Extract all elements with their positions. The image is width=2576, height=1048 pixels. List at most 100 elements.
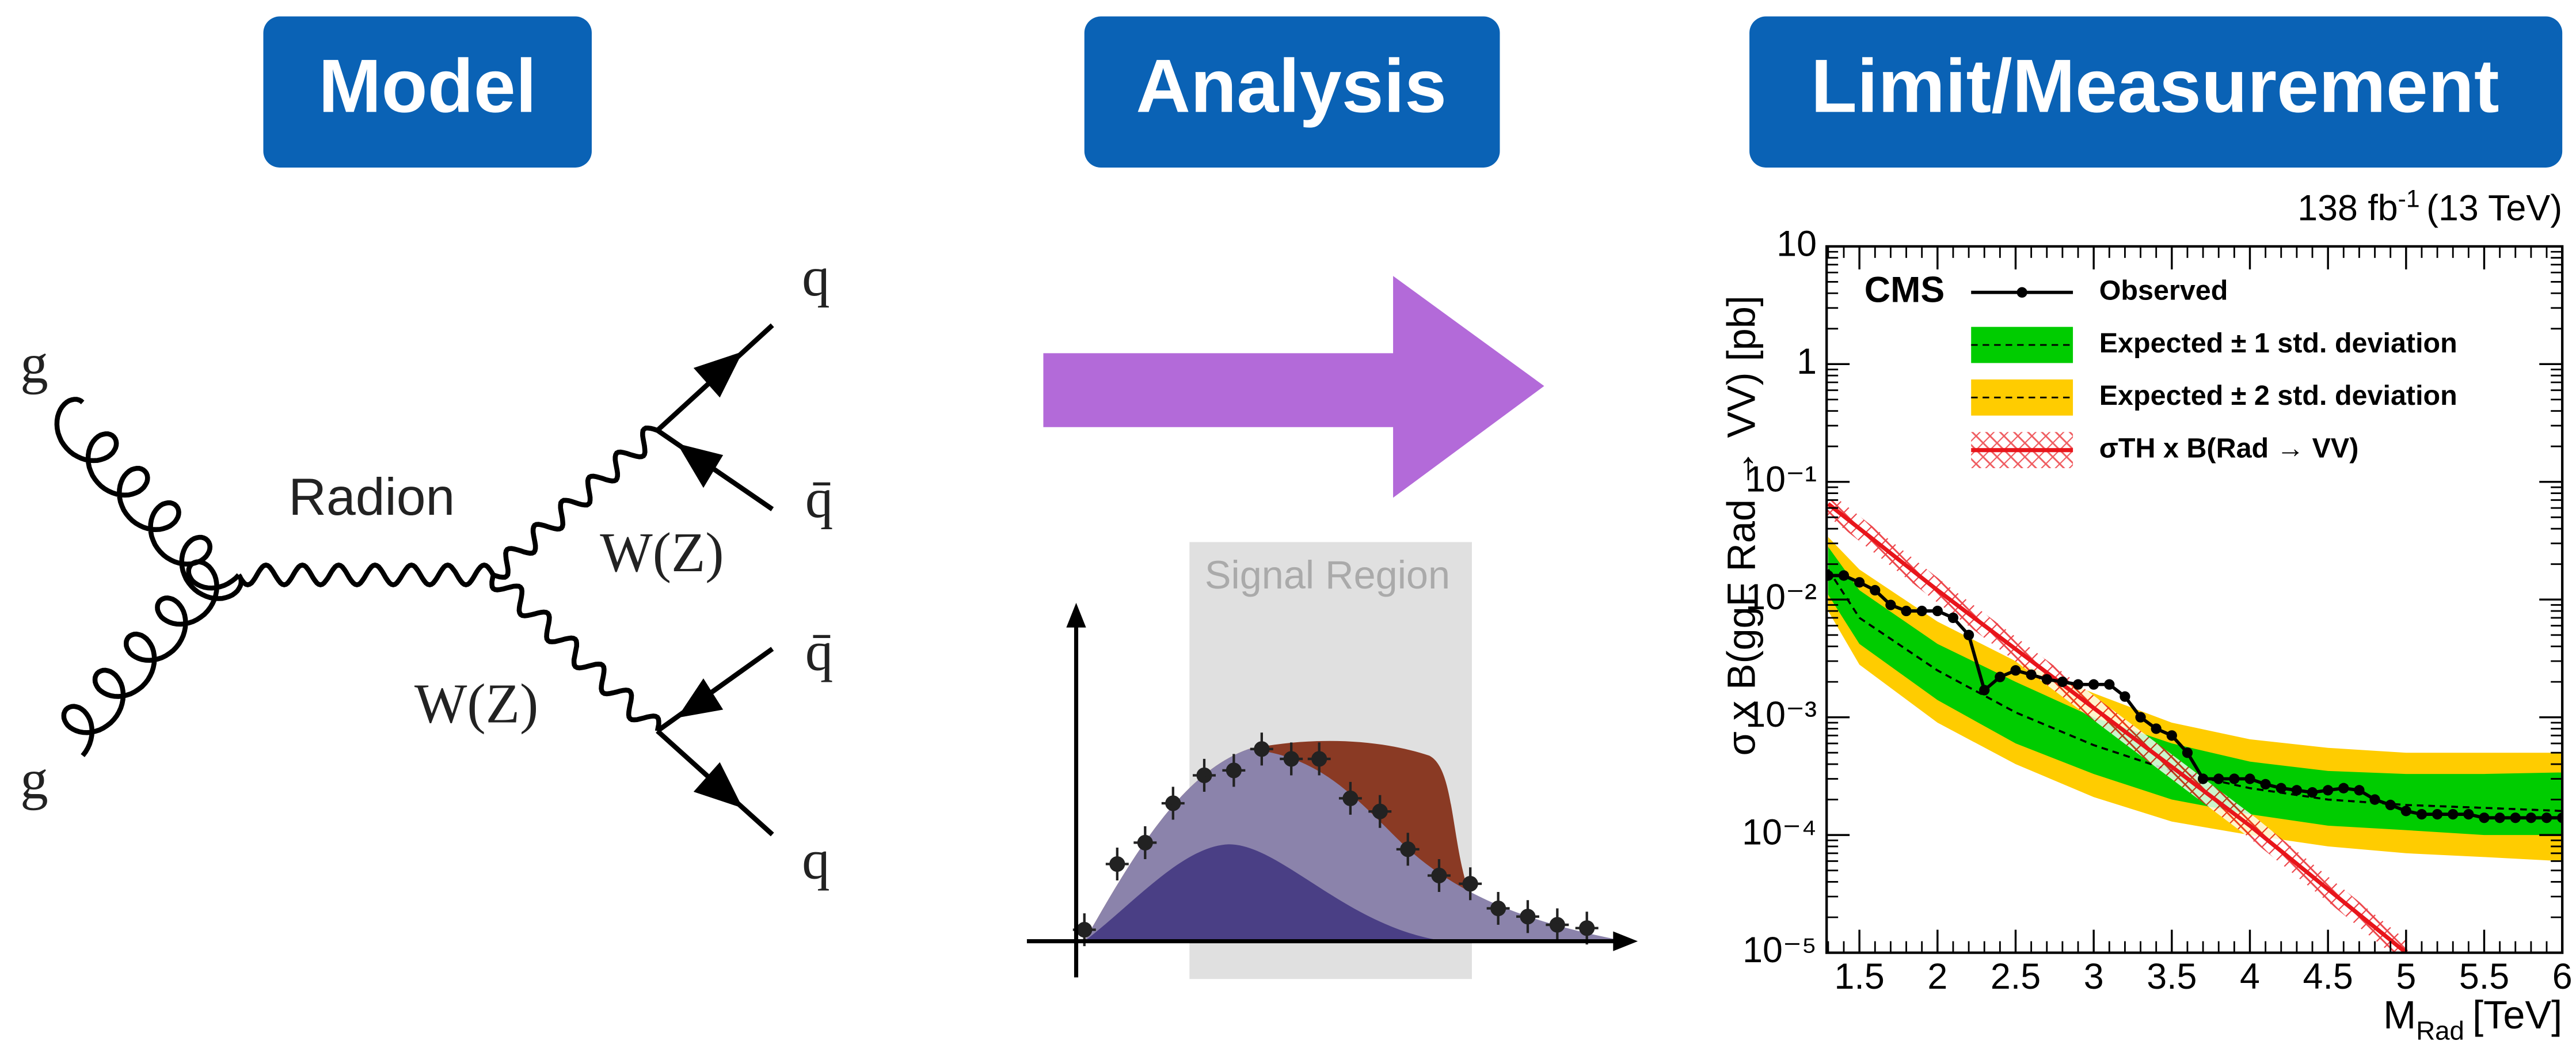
panel-title: Analysis — [1136, 43, 1447, 128]
panel-title: Model — [318, 43, 536, 128]
observed-point — [2495, 812, 2505, 823]
observed-point — [2479, 812, 2489, 823]
observed-point — [1979, 685, 1989, 695]
observed-point — [2448, 809, 2458, 819]
observed-point — [2323, 785, 2333, 795]
observed-point — [1948, 613, 1958, 623]
particle-label: q — [802, 829, 830, 891]
observed-point — [2010, 665, 2021, 675]
y-tick-label: 10⁻⁵ — [1742, 930, 1817, 970]
observed-point — [2354, 785, 2364, 795]
observed-point — [1964, 630, 1974, 640]
x-tick-label: 6 — [2552, 956, 2573, 997]
observed-point — [2057, 677, 2068, 687]
x-axis-label: MRad [TeV] — [2383, 993, 2562, 1046]
lumi-sup: -1 — [2398, 185, 2420, 212]
observed-point — [2120, 692, 2130, 702]
legend-label: Expected ± 1 std. deviation — [2099, 328, 2457, 359]
observed-point — [2510, 812, 2521, 823]
particle-label: W(Z) — [414, 673, 538, 735]
observed-point — [2213, 773, 2224, 784]
observed-point — [2167, 730, 2177, 741]
x-label-text: [TeV] — [2472, 993, 2562, 1037]
observed-point — [2261, 779, 2271, 789]
observed-point — [2244, 773, 2255, 784]
experiment-label: CMS — [1865, 269, 1945, 310]
observed-point — [2526, 812, 2536, 823]
observed-point — [2276, 783, 2286, 793]
x-tick-label: 4 — [2240, 956, 2260, 997]
observed-point — [2417, 809, 2427, 819]
observed-point — [1901, 606, 1911, 616]
legend-label: Observed — [2099, 275, 2228, 306]
particle-label: W(Z) — [600, 522, 724, 583]
observed-point — [2198, 773, 2208, 784]
observed-point — [1854, 577, 1865, 587]
y-tick-label: 1 — [1797, 341, 1817, 382]
observed-point — [1917, 606, 1927, 616]
observed-point — [2369, 794, 2380, 804]
legend-label: σTH x B(Rad → VV) — [2099, 432, 2359, 464]
flow-arrow — [1043, 276, 1544, 498]
particle-label: q — [802, 246, 830, 307]
y-tick-label: 10 — [1776, 223, 1817, 264]
legend-label: Expected ± 2 std. deviation — [2099, 380, 2457, 411]
observed-point — [2026, 670, 2036, 680]
observed-point — [2151, 723, 2162, 734]
x-tick-label: 2.5 — [1991, 956, 2041, 997]
x-tick-label: 2 — [1927, 956, 1947, 997]
gluon-line — [64, 562, 239, 756]
region-label: Signal Region — [1205, 553, 1450, 597]
observed-point — [2307, 787, 2318, 798]
fermion-arrow — [677, 678, 723, 717]
observed-point — [2385, 800, 2396, 810]
quark-line — [657, 649, 773, 731]
axis-arrow — [1613, 931, 1638, 951]
x-label-sub: Rad — [2416, 1016, 2464, 1046]
panel-title: Limit/Measurement — [1811, 43, 2499, 128]
observed-point — [2135, 712, 2145, 723]
y-tick-label: 10⁻⁴ — [1742, 812, 1817, 853]
page: Model Analysis Limit/Measurement g g Rad… — [0, 0, 2576, 1048]
y-axis-label: σ x B(ggF Rad → VV) [pb] — [1719, 295, 1764, 755]
observed-point — [1932, 606, 1943, 616]
observed-point — [1885, 599, 1896, 610]
legend-marker — [2017, 287, 2027, 298]
boson-line — [239, 565, 493, 584]
fermion-arrow — [677, 443, 723, 488]
x-tick-label: 5.5 — [2459, 956, 2509, 997]
x-tick-label: 3 — [2084, 956, 2104, 997]
x-label-text: M — [2383, 993, 2416, 1037]
legend: Observed Expected ± 1 std. deviation Expec… — [1971, 275, 2457, 468]
observed-point — [2042, 674, 2052, 685]
particle-label: g — [20, 749, 48, 810]
observed-point — [2073, 679, 2083, 690]
observed-point — [2338, 783, 2349, 793]
observed-point — [2401, 806, 2411, 816]
observed-point — [1995, 672, 2005, 682]
observed-point — [2088, 679, 2099, 690]
observed-point — [2432, 809, 2442, 819]
observed-point — [2182, 747, 2193, 758]
lumi-label: 138 fb-1(13 TeV) — [2297, 185, 2562, 228]
observed-point — [2229, 773, 2239, 784]
observed-point — [1870, 585, 1880, 595]
particle-label: q̄ — [805, 620, 834, 682]
observed-point — [1823, 570, 1833, 580]
x-tick-label: 5 — [2396, 956, 2416, 997]
lumi-text: (13 TeV) — [2426, 188, 2562, 228]
observed-point — [1839, 570, 1849, 580]
particle-label: q̄ — [805, 468, 834, 529]
observed-point — [2104, 679, 2114, 690]
x-tick-label: 4.5 — [2303, 956, 2353, 997]
observed-point — [2292, 785, 2302, 795]
particle-label: Radion — [288, 468, 455, 526]
quark-line — [657, 430, 773, 509]
lumi-text: 138 fb — [2297, 188, 2398, 228]
particle-label: g — [20, 333, 48, 394]
plot-area — [1823, 504, 2568, 953]
observed-point — [2541, 812, 2552, 823]
x-tick-label: 1.5 — [1835, 956, 1885, 997]
axis-arrow — [1066, 603, 1086, 628]
figure: Model Analysis Limit/Measurement g g Rad… — [0, 0, 2576, 1048]
